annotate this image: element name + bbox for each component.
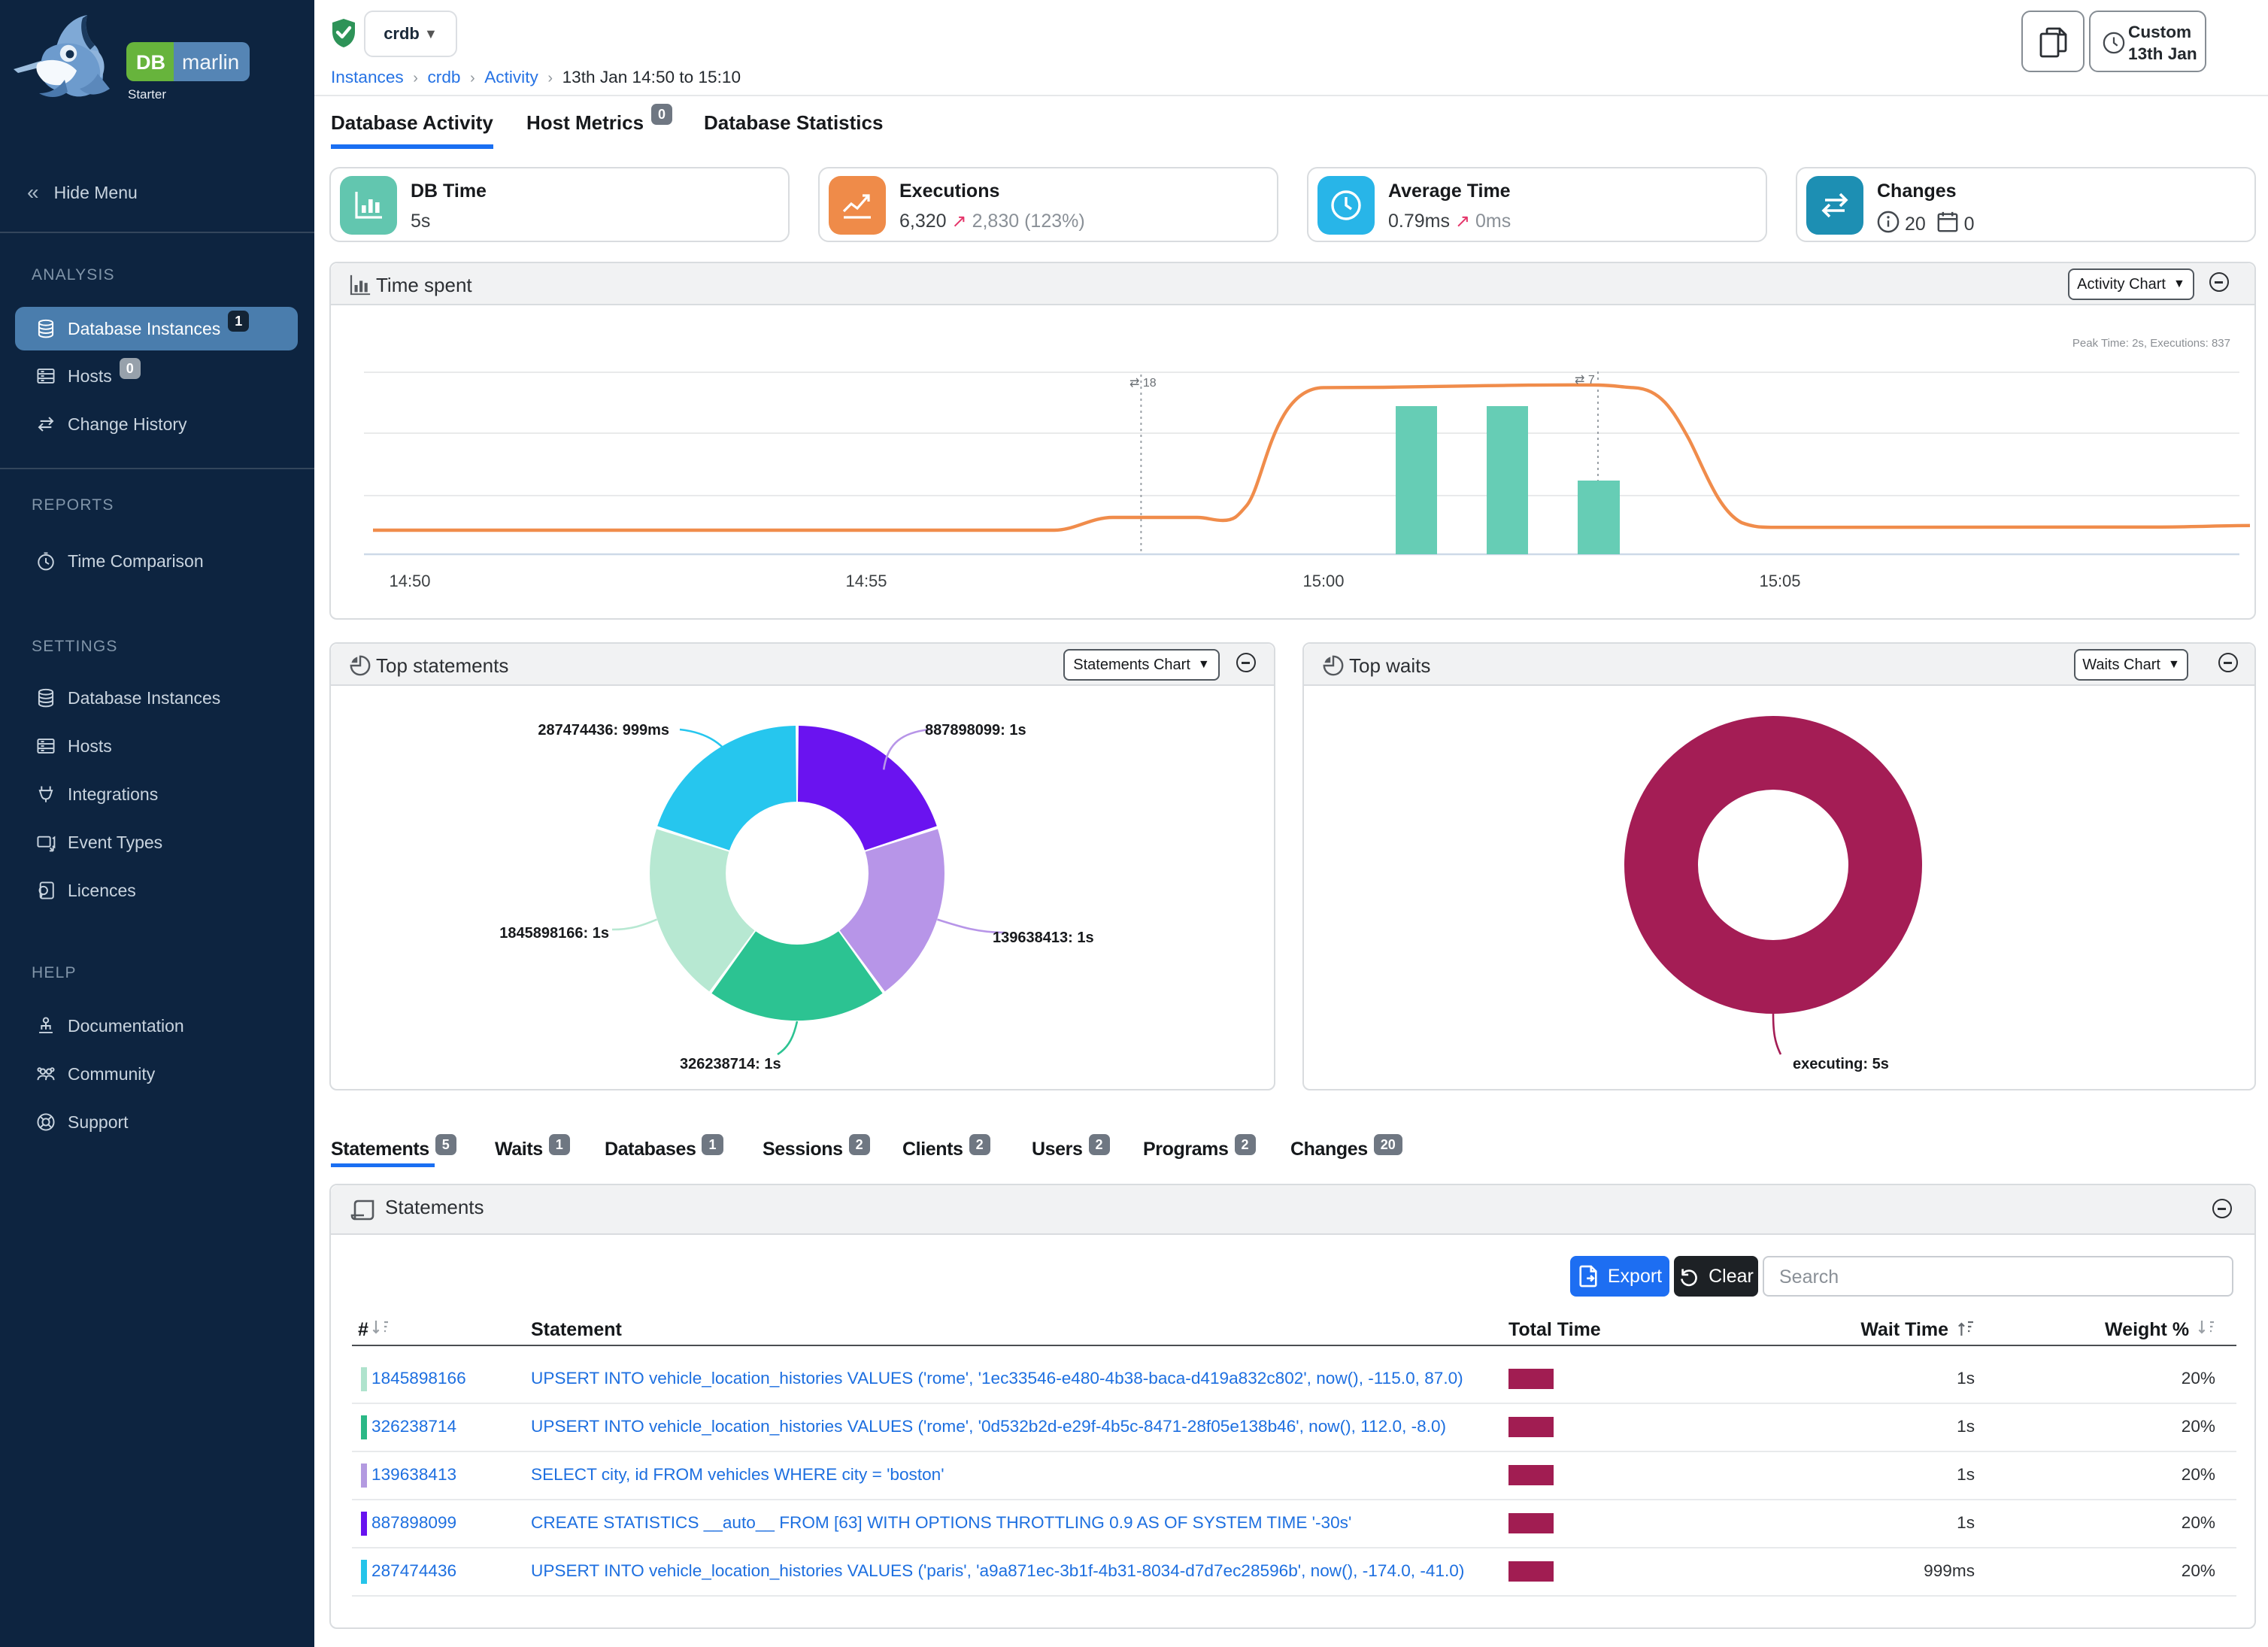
svg-text:⇄ 18: ⇄ 18	[1129, 377, 1157, 390]
svg-text:15:05: 15:05	[1759, 572, 1800, 590]
svg-text:14:55: 14:55	[845, 572, 887, 590]
svg-text:14:50: 14:50	[389, 572, 430, 590]
svg-text:15:00: 15:00	[1302, 572, 1344, 590]
svg-text:⇄ 7: ⇄ 7	[1575, 374, 1595, 387]
